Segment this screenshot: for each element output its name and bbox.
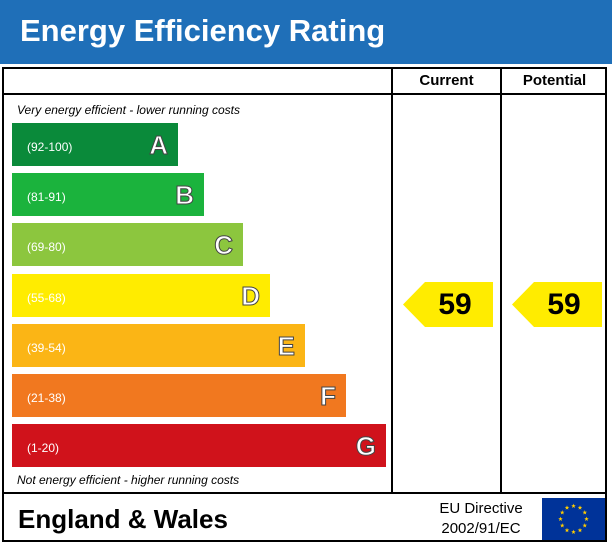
band-letter: C xyxy=(214,230,234,261)
potential-column-header: Potential xyxy=(522,72,587,89)
band-range-label: (69-80) xyxy=(27,240,66,254)
flag-star xyxy=(582,510,588,515)
band-range-label: (1-20) xyxy=(27,441,60,455)
potential-arrow-shape xyxy=(512,282,602,327)
rating-band-e: (39-54) E xyxy=(12,324,305,367)
band-range-label: (21-38) xyxy=(27,391,66,405)
rating-band-c: (69-80) C xyxy=(12,223,243,266)
directive-line-2: 2002/91/EC xyxy=(441,520,521,537)
band-letter: D xyxy=(241,281,261,312)
flag-star xyxy=(559,523,565,528)
flag-star xyxy=(577,527,583,533)
flag-star xyxy=(577,505,583,510)
potential-rating-arrow: 59 xyxy=(512,282,602,327)
flag-star xyxy=(582,523,588,528)
rating-band-g: (1-20) G xyxy=(12,424,386,467)
flag-star xyxy=(571,503,576,508)
potential-column-divider xyxy=(500,67,502,494)
current-column-divider xyxy=(391,67,393,494)
current-rating-arrow: 59 xyxy=(403,282,493,327)
rating-band-d: (55-68) D xyxy=(12,274,270,317)
bottom-note: Not energy efficient - higher running co… xyxy=(17,473,240,487)
current-arrow-shape xyxy=(403,282,493,327)
rating-band-b: (81-91) B xyxy=(12,173,204,216)
flag-star xyxy=(571,529,576,534)
directive-line-1: EU Directive xyxy=(439,500,523,517)
rating-band-f: (21-38) F xyxy=(12,374,346,417)
band-range-label: (39-54) xyxy=(27,341,66,355)
band-letter: A xyxy=(149,130,169,161)
top-note: Very energy efficient - lower running co… xyxy=(17,103,240,117)
header-bar: Energy Efficiency Rating xyxy=(0,0,612,64)
current-column-header: Current xyxy=(419,72,474,89)
region-label: England & Wales xyxy=(18,504,228,534)
flag-star xyxy=(584,516,589,521)
flag-star xyxy=(559,510,565,515)
rating-band-a: (92-100) A xyxy=(12,123,178,166)
band-range-label: (55-68) xyxy=(27,291,66,305)
flag-star xyxy=(564,527,570,533)
band-letter: F xyxy=(320,381,337,412)
band-letter: E xyxy=(277,331,295,362)
flag-star xyxy=(564,505,570,510)
band-letter: G xyxy=(355,431,376,462)
eu-flag-icon xyxy=(542,498,605,540)
current-rating-value: 59 xyxy=(438,288,472,321)
footer-divider xyxy=(2,492,607,494)
rating-frame xyxy=(2,67,607,542)
band-letter: B xyxy=(175,180,195,211)
band-range-label: (81-91) xyxy=(27,190,66,204)
potential-rating-value: 59 xyxy=(547,288,581,321)
page-title: Energy Efficiency Rating xyxy=(20,13,386,48)
flag-star xyxy=(558,516,563,521)
header-divider xyxy=(2,93,607,95)
band-range-label: (92-100) xyxy=(27,140,73,154)
